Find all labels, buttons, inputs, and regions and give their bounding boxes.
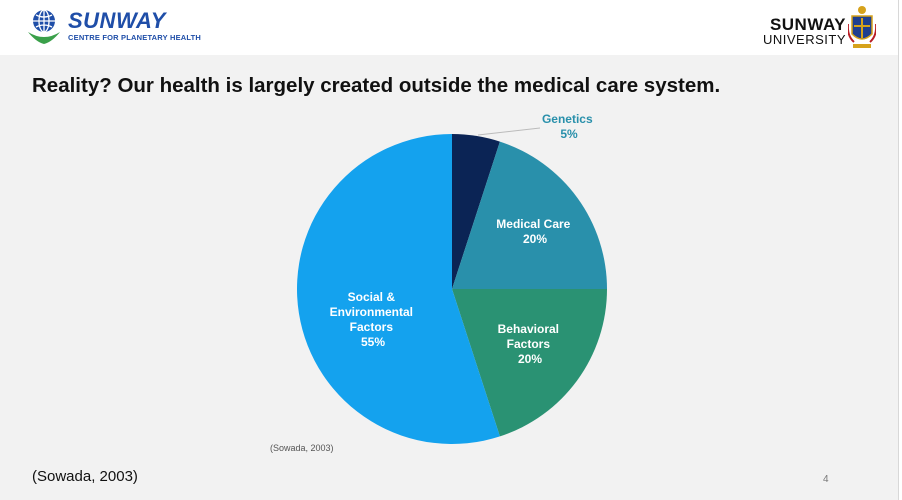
globe-leaf-icon	[28, 9, 60, 44]
slide-citation: (Sowada, 2003)	[32, 468, 138, 485]
sunway-planetary-health-logo: SUNWAY CENTRE FOR PLANETARY HEALTH	[24, 6, 224, 50]
behavioral-factors-slice	[452, 289, 607, 437]
left-logo-subtitle: CENTRE FOR PLANETARY HEALTH	[68, 33, 202, 42]
genetics-label-name: Genetics	[542, 112, 593, 126]
chart-citation: (Sowada, 2003)	[270, 443, 334, 453]
genetics-label-value: 5%	[560, 127, 578, 141]
genetics-label: Genetics 5%	[542, 112, 596, 141]
social-environmental-label: Social & Environmental Factors 55%	[330, 290, 417, 349]
university-crest-icon	[848, 6, 876, 48]
behavioral-label-value: 20%	[518, 352, 542, 366]
right-logo-brand: SUNWAY	[769, 15, 846, 34]
slide-header: SUNWAY CENTRE FOR PLANETARY HEALTH SUNWA…	[0, 0, 898, 55]
social-label-line3: Factors	[350, 320, 394, 334]
social-label-value: 55%	[361, 335, 385, 349]
right-logo-subtitle: UNIVERSITY	[762, 32, 846, 47]
medical-care-label: Medical Care 20%	[496, 217, 573, 246]
behavioral-label-line2: Factors	[507, 337, 551, 351]
genetics-slice	[452, 134, 500, 289]
medical-care-slice	[452, 141, 607, 289]
behavioral-factors-label: Behavioral Factors 20%	[498, 322, 563, 366]
social-label-line1: Social &	[348, 290, 396, 304]
social-label-line2: Environmental	[330, 305, 413, 319]
social-environmental-slice	[296, 134, 500, 445]
behavioral-label-line1: Behavioral	[498, 322, 559, 336]
sunway-university-logo: SUNWAY UNIVERSITY	[756, 4, 886, 50]
medical-care-label-name: Medical Care	[496, 217, 570, 231]
genetics-leader-line	[477, 127, 541, 136]
page-number: 4	[823, 474, 829, 485]
medical-care-label-value: 20%	[523, 232, 547, 246]
slide-title: Reality? Our health is largely created o…	[32, 74, 721, 97]
left-logo-brand: SUNWAY	[68, 8, 166, 33]
